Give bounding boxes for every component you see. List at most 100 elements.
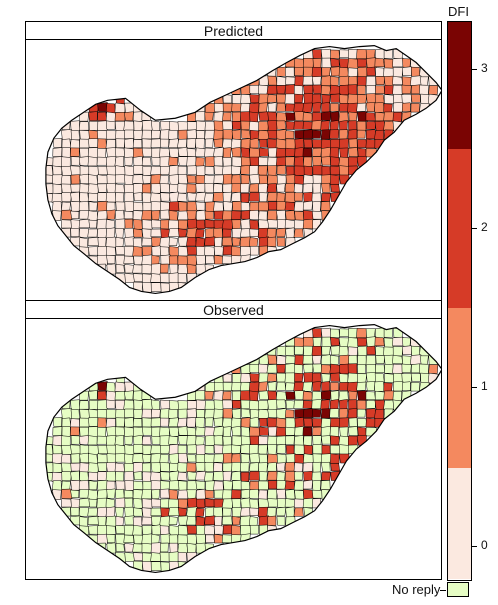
municipality-cell bbox=[276, 227, 287, 238]
municipality-cell bbox=[357, 418, 368, 427]
municipality-cell bbox=[214, 515, 223, 527]
municipality-cell bbox=[365, 102, 376, 112]
municipality-cell bbox=[141, 561, 152, 572]
municipality-cell bbox=[70, 444, 81, 455]
municipality-cell bbox=[401, 363, 412, 373]
municipality-cell bbox=[123, 489, 134, 499]
municipality-cell bbox=[411, 84, 421, 95]
municipality-cell bbox=[303, 372, 314, 384]
municipality-cell bbox=[70, 489, 80, 499]
municipality-cell bbox=[320, 120, 330, 131]
municipality-cell bbox=[222, 452, 233, 464]
municipality-cell bbox=[294, 417, 304, 428]
municipality-cell bbox=[195, 416, 205, 428]
municipality-cell bbox=[267, 444, 277, 456]
municipality-cell bbox=[87, 471, 99, 481]
municipality-cell bbox=[114, 426, 126, 437]
municipality-cell bbox=[312, 84, 323, 94]
municipality-cell bbox=[311, 346, 322, 357]
municipality-cell bbox=[402, 66, 412, 76]
municipality-cell bbox=[115, 444, 126, 455]
municipality-cell bbox=[150, 542, 162, 554]
municipality-cell bbox=[347, 156, 359, 167]
municipality-cell bbox=[222, 417, 233, 428]
municipality-cell bbox=[375, 67, 385, 77]
municipality-cell bbox=[419, 76, 429, 86]
municipality-cell bbox=[204, 138, 214, 148]
municipality-cell bbox=[320, 354, 332, 365]
municipality-cell bbox=[312, 444, 324, 455]
municipality-cell bbox=[321, 346, 331, 356]
municipality-cell bbox=[105, 390, 116, 402]
municipality-cell bbox=[240, 102, 251, 113]
municipality-cell bbox=[186, 408, 197, 418]
municipality-cell bbox=[311, 139, 323, 148]
municipality-cell bbox=[294, 210, 305, 221]
municipality-cell bbox=[168, 246, 180, 257]
municipality-cell bbox=[267, 94, 277, 103]
municipality-cell bbox=[124, 471, 134, 482]
municipality-cell bbox=[374, 390, 386, 401]
municipality-cell bbox=[213, 525, 224, 535]
municipality-cell bbox=[213, 453, 225, 463]
municipality-cell bbox=[428, 364, 439, 374]
municipality-cell bbox=[312, 479, 321, 491]
municipality-cell bbox=[214, 534, 225, 544]
municipality-cell bbox=[249, 524, 260, 535]
municipality-cell bbox=[168, 516, 178, 525]
municipality-cell bbox=[214, 255, 225, 265]
municipality-cell bbox=[303, 363, 314, 374]
municipality-cell bbox=[240, 462, 250, 472]
municipality-cell bbox=[177, 534, 188, 545]
municipality-cell bbox=[275, 426, 287, 437]
municipality-cell bbox=[159, 515, 171, 527]
municipality-cell bbox=[257, 444, 268, 455]
municipality-cell bbox=[79, 147, 89, 158]
municipality-cell bbox=[70, 507, 80, 516]
municipality-cell bbox=[357, 66, 368, 77]
municipality-cell bbox=[204, 471, 214, 482]
municipality-cell bbox=[374, 381, 385, 392]
municipality-cell bbox=[151, 156, 162, 166]
municipality-cell bbox=[357, 390, 368, 401]
municipality-cell bbox=[384, 373, 394, 383]
municipality-cell bbox=[87, 192, 99, 202]
municipality-cell bbox=[79, 138, 90, 149]
municipality-cell bbox=[186, 525, 197, 535]
municipality-cell bbox=[78, 497, 91, 508]
municipality-cell bbox=[79, 173, 90, 184]
municipality-cell bbox=[320, 48, 332, 59]
municipality-cell bbox=[365, 84, 376, 95]
municipality-cell bbox=[303, 174, 314, 185]
municipality-cell bbox=[70, 183, 81, 193]
municipality-cell bbox=[196, 488, 207, 500]
municipality-cell bbox=[97, 166, 108, 175]
municipality-cell bbox=[365, 381, 376, 391]
municipality-cell bbox=[410, 354, 422, 365]
municipality-cell bbox=[249, 228, 259, 237]
municipality-cell bbox=[97, 148, 107, 158]
municipality-cell bbox=[302, 102, 313, 113]
map-outside-mask bbox=[26, 319, 441, 579]
municipality-cell bbox=[375, 355, 385, 364]
municipality-cell bbox=[357, 337, 368, 347]
municipality-cell bbox=[302, 156, 313, 167]
municipality-cell bbox=[177, 219, 188, 230]
municipality-cell bbox=[141, 120, 153, 132]
municipality-cell bbox=[294, 66, 304, 76]
municipality-cell bbox=[115, 409, 126, 419]
observed-map-panel: Observed bbox=[25, 300, 442, 580]
municipality-cell bbox=[240, 201, 251, 211]
municipality-cell bbox=[266, 364, 278, 374]
municipality-cell bbox=[320, 75, 332, 86]
municipality-cell bbox=[204, 111, 214, 121]
municipality-cell bbox=[321, 156, 331, 166]
municipality-cell bbox=[52, 462, 63, 473]
municipality-cell bbox=[392, 336, 404, 347]
municipality-cell bbox=[70, 462, 81, 472]
observed-map-svg bbox=[26, 319, 441, 579]
municipality-cell bbox=[123, 426, 135, 438]
municipality-cell bbox=[419, 84, 429, 96]
municipality-cell bbox=[186, 489, 197, 500]
municipality-cell bbox=[150, 138, 161, 148]
